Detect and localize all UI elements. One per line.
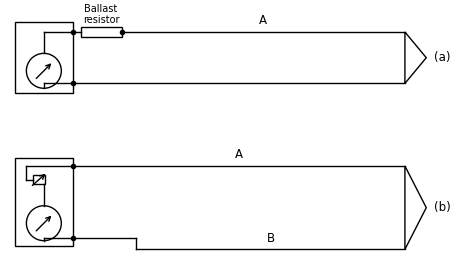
Text: A: A	[259, 14, 267, 27]
Text: (b): (b)	[434, 201, 451, 214]
Text: A: A	[235, 148, 243, 161]
Bar	[15, 158, 73, 246]
Text: (a): (a)	[434, 51, 450, 64]
Circle shape	[27, 206, 61, 241]
Circle shape	[27, 53, 61, 88]
Text: Ballast
resistor: Ballast resistor	[83, 4, 119, 25]
Bar	[33, 175, 45, 184]
Bar	[81, 27, 121, 37]
Bar	[15, 22, 73, 93]
Text: B: B	[266, 231, 274, 245]
